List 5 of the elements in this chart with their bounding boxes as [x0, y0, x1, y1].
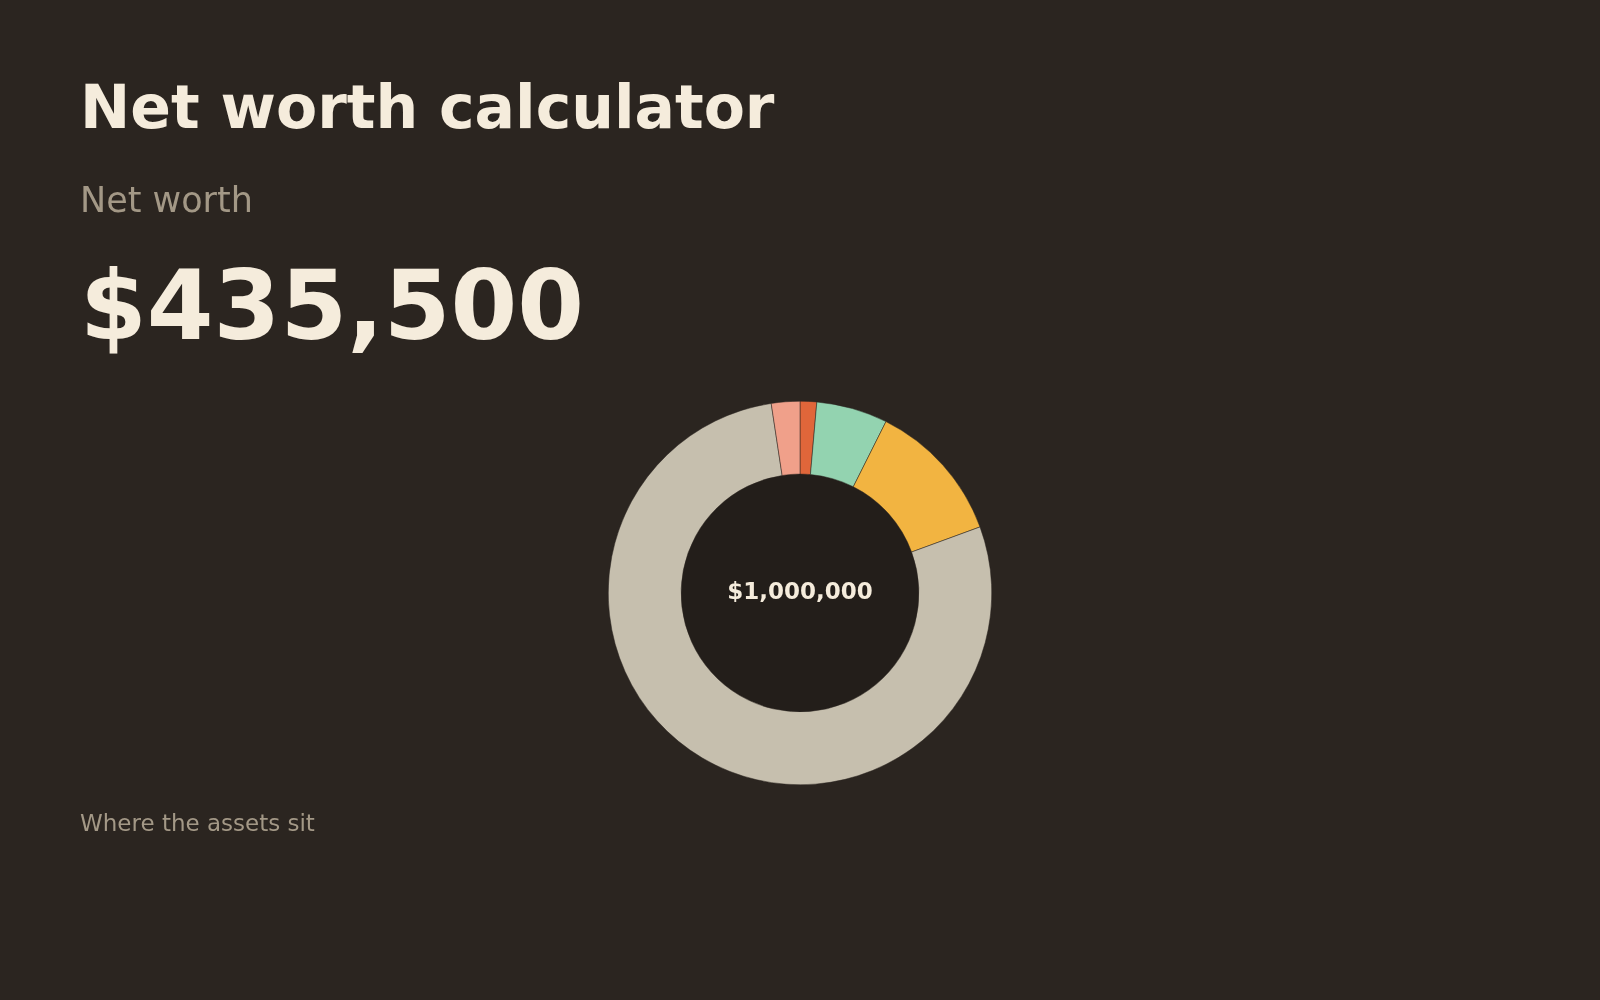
- chart-title: Net worth calculator: [80, 72, 775, 142]
- text: $435,500: [80, 250, 585, 362]
- text: Net worth: [80, 180, 253, 220]
- text: $1,000,000: [727, 577, 873, 604]
- text: Where the assets sit: [80, 810, 315, 836]
